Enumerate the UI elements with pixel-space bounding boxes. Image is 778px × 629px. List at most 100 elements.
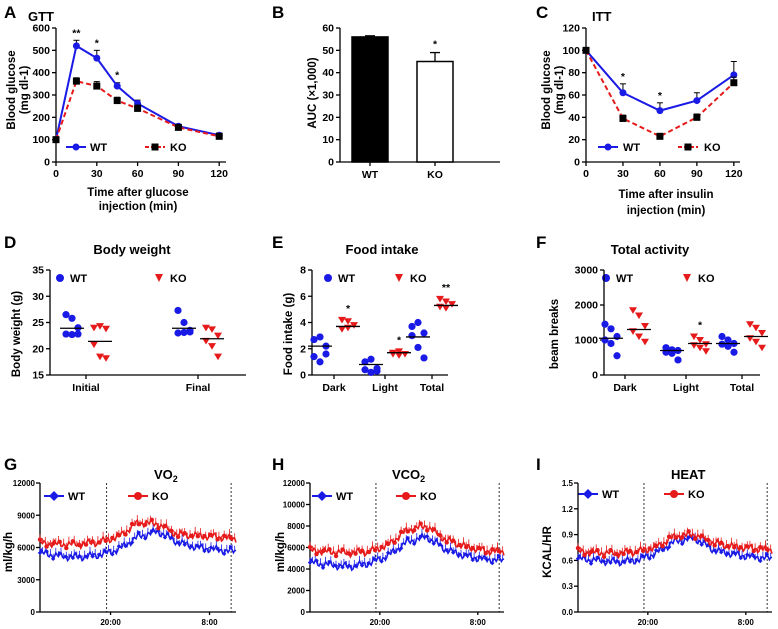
point-A-KO xyxy=(174,123,182,131)
xlabel-c-1: Time after insulin xyxy=(618,189,713,201)
point-H-KO xyxy=(314,551,319,557)
ylabel-c-1: Blood glucose xyxy=(541,50,553,129)
point-I-WT xyxy=(725,551,730,556)
point-H-KO xyxy=(424,528,430,533)
point-I-KO xyxy=(725,543,730,549)
ylabel-f: beam breaks xyxy=(549,299,561,369)
point-G-WT xyxy=(143,536,148,541)
point-G-KO xyxy=(83,542,89,547)
ylabel-h: ml/kg/h xyxy=(275,532,287,572)
point-G-KO xyxy=(182,530,187,536)
point-E-WT xyxy=(408,322,416,331)
point-E-WT xyxy=(310,353,318,361)
point-G-KO xyxy=(143,522,148,527)
y-tick-label-C: 40 xyxy=(568,112,580,124)
point-E-WT xyxy=(316,358,324,366)
point-H-WT xyxy=(398,546,404,551)
point-I-KO xyxy=(588,549,594,555)
point-I-KO xyxy=(621,551,626,557)
point-E-KO xyxy=(389,351,397,358)
point-A-KO xyxy=(72,77,80,85)
panel-letter-e: E xyxy=(272,233,283,252)
y-tick-label-B: 30 xyxy=(322,90,334,102)
point-D-WT xyxy=(180,328,188,337)
point-I-WT xyxy=(745,552,750,557)
legend-g-wt: WT xyxy=(68,491,85,503)
point-G-KO xyxy=(37,537,43,542)
x-tick-label-F: Total xyxy=(730,382,754,394)
point-G-KO xyxy=(44,544,49,549)
y-tick-label-I: 0.9 xyxy=(562,531,574,540)
y-tick-label-F: 0 xyxy=(592,370,598,382)
point-H-WT xyxy=(340,565,345,570)
point-E-WT xyxy=(414,318,422,327)
title-c: ITT xyxy=(592,9,612,24)
legend-h-wt: WT xyxy=(336,491,353,503)
point-E-KO xyxy=(436,303,444,311)
y-tick-label-D: 35 xyxy=(32,265,44,277)
point-A-WT xyxy=(93,54,101,62)
y-tick-label-C: 0 xyxy=(574,157,580,169)
point-I-KO xyxy=(627,548,633,554)
point-I-KO xyxy=(706,537,711,543)
point-G-WT xyxy=(175,540,181,545)
series-line-I-KO xyxy=(577,529,773,560)
point-H-WT xyxy=(372,557,378,562)
x-tick-label-A: 30 xyxy=(91,168,103,180)
x-tick-label-D: Final xyxy=(186,382,211,394)
y-tick-label-G: 9000 xyxy=(17,511,35,520)
point-D-KO xyxy=(96,353,104,361)
point-H-WT xyxy=(327,559,332,565)
point-F-WT xyxy=(718,332,726,341)
point-I-KO xyxy=(575,545,581,551)
x-tick-label-E: Light xyxy=(372,382,398,394)
y-tick-label-F: 2000 xyxy=(575,300,599,312)
y-tick-label-E: 8 xyxy=(300,265,306,277)
point-H-KO xyxy=(490,547,495,552)
point-G-KO xyxy=(116,533,122,538)
y-tick-label-F: 1000 xyxy=(575,335,599,347)
error-bars-G-WT xyxy=(39,523,236,561)
point-H-WT xyxy=(496,553,501,559)
point-H-WT xyxy=(359,563,365,568)
legend-a-wt: WT xyxy=(90,142,107,154)
point-G-WT xyxy=(83,554,89,559)
x-tick-label-I: 20:00 xyxy=(638,618,659,627)
y-tick-label-A: 400 xyxy=(32,67,50,79)
x-tick-label-A: 90 xyxy=(173,168,185,180)
point-I-KO xyxy=(640,548,646,554)
legend-c-wt: WT xyxy=(623,142,640,154)
legend-i-ko: KO xyxy=(688,489,705,501)
legend-d-ko: KO xyxy=(170,273,187,285)
bar-B-KO xyxy=(416,60,454,163)
point-A-WT xyxy=(72,42,80,50)
point-E-WT xyxy=(367,368,375,376)
point-E-WT xyxy=(414,343,422,352)
point-H-WT xyxy=(438,542,443,547)
x-tick-label-B-WT: WT xyxy=(362,169,379,181)
point-E-KO xyxy=(344,324,352,332)
point-I-WT xyxy=(614,558,620,564)
point-G-WT xyxy=(208,545,214,550)
point-E-KO xyxy=(338,326,346,333)
point-G-KO xyxy=(136,521,141,527)
point-E-KO xyxy=(395,352,403,359)
significance-E: * xyxy=(397,334,402,346)
point-I-WT xyxy=(764,551,769,557)
panel-letter-f: F xyxy=(536,233,546,252)
title-i-main: HEAT xyxy=(671,467,705,482)
point-H-WT xyxy=(307,560,313,565)
point-F-WT xyxy=(724,342,732,350)
point-E-KO xyxy=(344,318,352,325)
y-tick-label-G: 0 xyxy=(31,608,36,617)
point-C-KO xyxy=(582,46,590,54)
point-G-KO xyxy=(169,528,174,534)
point-I-WT xyxy=(738,555,743,561)
point-I-KO xyxy=(647,546,652,551)
point-A-KO xyxy=(113,97,121,105)
point-G-WT xyxy=(149,529,155,534)
point-G-KO xyxy=(50,541,56,546)
point-F-WT xyxy=(674,356,682,364)
ylabel-g: ml/kg/h xyxy=(3,532,15,572)
point-I-WT xyxy=(686,535,691,540)
